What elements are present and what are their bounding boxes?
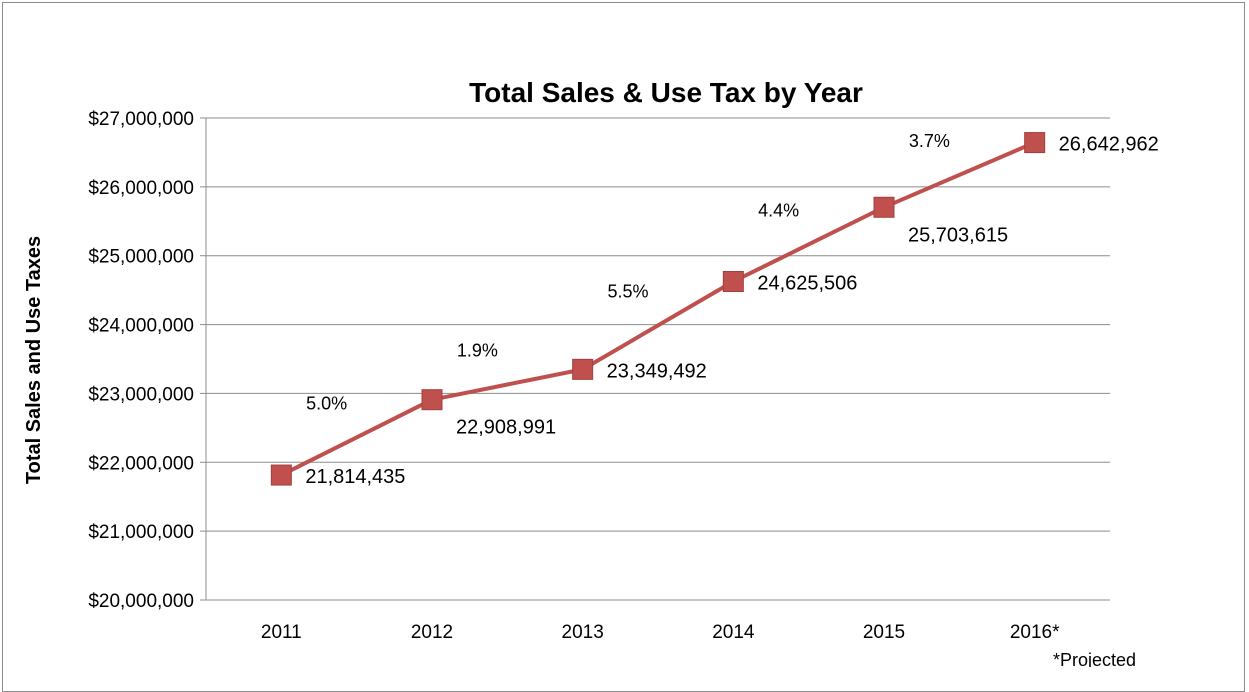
- chart-title: Total Sales & Use Tax by Year: [469, 77, 863, 108]
- series-total-sales-use-tax: [270, 132, 1046, 486]
- y-tick-label: $21,000,000: [88, 522, 194, 543]
- x-tick-label: 2011: [261, 622, 302, 643]
- x-tick-label: 2014: [712, 622, 755, 643]
- x-tick-label: 2012: [411, 622, 453, 643]
- y-axis-ticks: $20,000,000 $21,000,000 $22,000,000 $23,000…: [88, 109, 206, 612]
- axes: [205, 118, 1110, 601]
- y-tick-label: $26,000,000: [88, 178, 194, 199]
- data-label: 26,642,962: [1059, 134, 1159, 156]
- growth-label: 1.9%: [457, 341, 498, 361]
- y-tick-label: $27,000,000: [88, 109, 194, 130]
- data-label: 25,703,615: [908, 224, 1008, 246]
- x-tick-label: 2016*: [1010, 622, 1060, 643]
- data-labels: 21,814,435 22,908,991 23,349,492 24,625,506…: [305, 134, 1158, 488]
- y-axis-label: Total Sales and Use Taxes: [23, 236, 45, 484]
- data-point-marker: [572, 358, 594, 380]
- data-label: 24,625,506: [757, 273, 857, 295]
- y-tick-label: $25,000,000: [88, 247, 194, 268]
- data-point-marker: [722, 271, 744, 293]
- data-point-marker: [270, 464, 292, 486]
- x-tick-label: 2015: [863, 622, 905, 643]
- series-line: [280, 140, 1036, 477]
- projected-footnote: *Projected: [1053, 650, 1136, 667]
- growth-label: 5.0%: [306, 393, 347, 413]
- y-tick-label: $23,000,000: [88, 384, 194, 405]
- gridlines: [206, 117, 1110, 532]
- y-tick-label: $22,000,000: [88, 453, 194, 474]
- growth-label: 4.4%: [758, 200, 799, 220]
- data-label: 21,814,435: [305, 466, 405, 488]
- data-point-marker: [873, 196, 895, 218]
- data-point-marker: [421, 389, 443, 411]
- x-tick-label: 2013: [562, 622, 604, 643]
- growth-labels: 5.0% 1.9% 5.5% 4.4% 3.7%: [306, 131, 950, 413]
- line-chart: Total Sales & Use Tax by Year $20,000,00…: [23, 77, 1159, 667]
- growth-label: 3.7%: [909, 131, 950, 151]
- data-label: 22,908,991: [456, 417, 556, 439]
- x-axis-ticks: 2011 2012 2013 2014 2015 2016*: [261, 622, 1060, 643]
- y-tick-label: $24,000,000: [88, 316, 194, 337]
- data-label: 23,349,492: [607, 360, 707, 382]
- growth-label: 5.5%: [607, 281, 648, 301]
- y-tick-label: $20,000,000: [88, 591, 194, 612]
- data-point-marker: [1024, 132, 1046, 154]
